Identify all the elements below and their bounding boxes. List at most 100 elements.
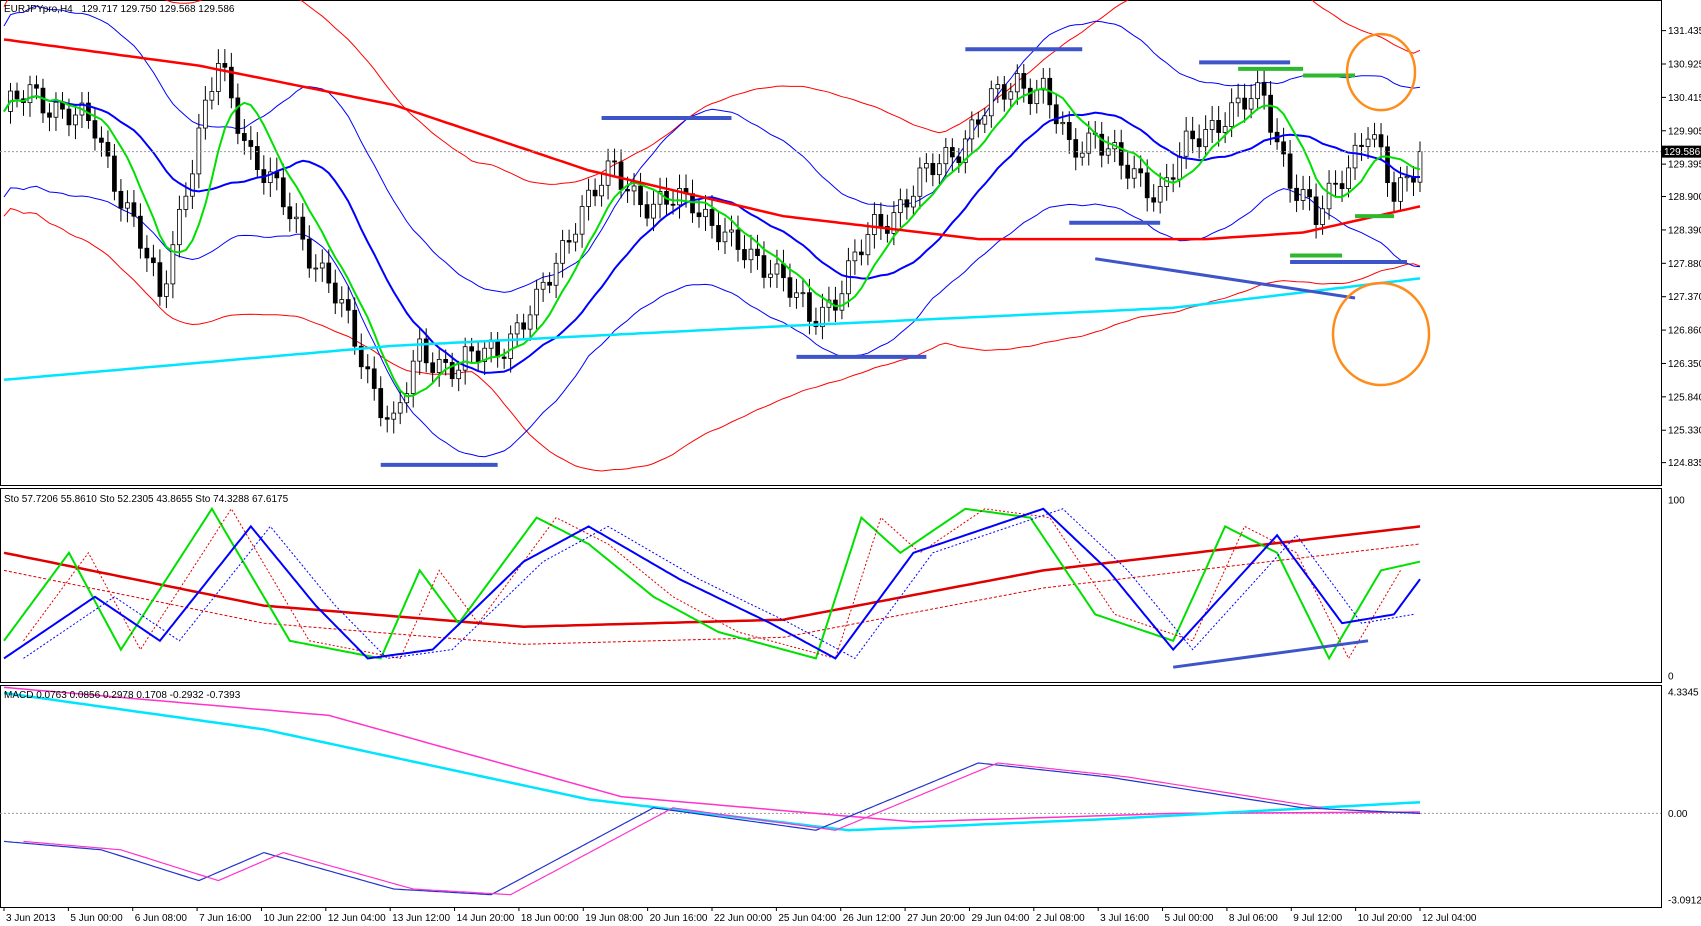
candle-body: [144, 247, 150, 259]
macd-tick-label: 4.3345: [1668, 688, 1699, 699]
candle-body: [475, 350, 481, 362]
stoch-tick-label: 0: [1668, 672, 1674, 683]
candle-body: [1365, 138, 1371, 147]
candle-body: [1398, 177, 1403, 202]
candle-body: [384, 417, 390, 420]
candle-body: [1131, 168, 1137, 179]
candle-body: [430, 362, 436, 373]
candle-body: [1066, 122, 1072, 140]
candle-body: [962, 138, 968, 163]
candle-body: [495, 339, 501, 358]
candle-body: [547, 281, 552, 286]
candle-body: [924, 163, 929, 169]
price-tick-label: 126.860: [1668, 326, 1701, 337]
candle-body: [397, 402, 403, 414]
macd-tick-label: 0.00: [1668, 809, 1688, 820]
candle-body: [410, 360, 416, 394]
candle-body: [436, 359, 442, 373]
candle-body: [1151, 197, 1157, 203]
outer-band-lower: [3, 207, 1421, 472]
candle-body: [482, 347, 488, 362]
candle-body: [1248, 98, 1254, 110]
candle-body: [599, 184, 604, 197]
candle-body: [982, 115, 988, 125]
time-tick-label: 26 Jun 12:00: [843, 913, 901, 924]
candle-body: [300, 216, 306, 240]
candle-body: [1203, 129, 1209, 148]
candle-body: [670, 203, 676, 206]
candle-body: [1359, 144, 1364, 147]
ma_long-line: [3, 277, 1421, 382]
candle-body: [534, 288, 539, 316]
time-tick-label: 5 Jun 00:00: [70, 913, 123, 924]
candle-body: [118, 190, 124, 209]
time-tick-label: 27 Jun 20:00: [907, 913, 965, 924]
candle-body: [1196, 138, 1202, 148]
stoch-red-dashed: [3, 543, 1421, 645]
candle-body: [592, 189, 598, 197]
candle-body: [1222, 126, 1228, 133]
candle-body: [248, 140, 254, 147]
panel-frames: [0, 0, 1662, 908]
macd-panel-frame: [0, 685, 1662, 908]
candle-body: [66, 108, 72, 126]
ma_slow-line: [3, 38, 1421, 241]
candle-body: [852, 251, 858, 262]
stoch-red-slow: [3, 525, 1421, 628]
candle-body: [1073, 139, 1079, 158]
candle-body: [306, 238, 312, 269]
candle-body: [566, 240, 572, 243]
candle-body: [339, 299, 345, 304]
candle-body: [1326, 182, 1332, 210]
target-circle-upper: [1345, 32, 1417, 112]
candle-body: [92, 120, 98, 139]
candle-body: [352, 309, 358, 347]
candle-body: [1177, 155, 1183, 180]
candle-body: [872, 214, 877, 235]
candle-body: [553, 262, 559, 286]
candle-body: [138, 215, 143, 249]
macd-layer: 4.3345 0.00 -3.0912: [0, 686, 1701, 907]
price-tick-label: 127.370: [1668, 292, 1701, 303]
candle-body: [254, 146, 260, 171]
price-tick-label: 130.415: [1668, 93, 1701, 104]
candle-body: [326, 262, 332, 284]
candle-body: [151, 257, 156, 264]
candle-body: [839, 293, 845, 311]
candle-body: [969, 119, 975, 140]
candle-body: [949, 147, 955, 158]
candle-body: [332, 282, 338, 304]
candle-body: [1021, 73, 1027, 89]
candle-body: [1281, 141, 1286, 155]
candle-body: [995, 84, 1001, 90]
target-circle-lower: [1331, 281, 1431, 387]
candle-body: [287, 206, 293, 220]
candle-body: [774, 263, 780, 275]
macd-tick-label: -3.0912: [1668, 896, 1701, 907]
candle-body: [703, 208, 708, 218]
candle-body: [911, 195, 916, 208]
candle-body: [358, 345, 364, 368]
price-panel-frame: [0, 0, 1662, 486]
candle-body: [891, 212, 897, 234]
candle-body: [898, 199, 903, 214]
candle-body: [215, 63, 221, 92]
candle-body: [183, 195, 189, 210]
candle-body: [1125, 164, 1131, 179]
ma-blue: [3, 95, 1421, 374]
candle-body: [586, 189, 591, 207]
candle-body: [768, 273, 773, 278]
candle-body: [73, 114, 78, 126]
candle-body: [735, 229, 741, 250]
stoch-panel-frame: [0, 488, 1662, 683]
price-tick-label: 128.900: [1668, 192, 1701, 203]
candle-body: [209, 91, 215, 101]
trend-line: [1095, 257, 1356, 300]
candle-body: [1242, 97, 1247, 110]
candle-body: [1079, 152, 1085, 158]
time-tick-label: 2 Jul 08:00: [1036, 913, 1085, 924]
time-tick-label: 8 Jul 06:00: [1229, 913, 1278, 924]
candle-body: [241, 133, 247, 141]
candle-body: [99, 137, 104, 143]
